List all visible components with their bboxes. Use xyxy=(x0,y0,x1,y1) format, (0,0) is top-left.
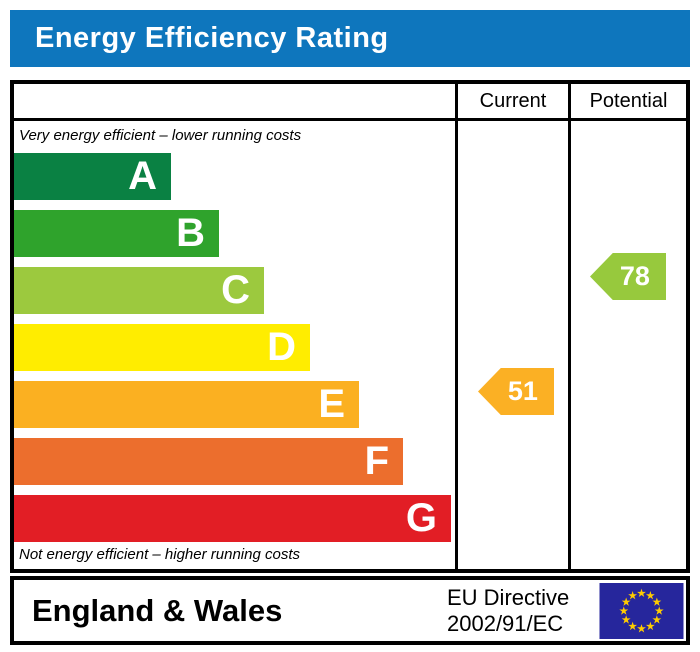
top-note: Very energy efficient – lower running co… xyxy=(19,127,302,144)
footer: England & Wales EU Directive 2002/91/EC xyxy=(10,576,690,645)
band-d-bar: D xyxy=(14,324,310,371)
current-rating-arrow: 51 xyxy=(478,368,554,415)
band-e-bar: E xyxy=(14,381,359,428)
potential-rating-value: 78 xyxy=(619,261,650,291)
band-a-label: A xyxy=(128,154,157,198)
band-e-label: E xyxy=(318,382,345,426)
bottom-note: Not energy efficient – higher running co… xyxy=(19,546,300,563)
band-b-label: B xyxy=(176,211,205,255)
eu-directive-line2: 2002/91/EC xyxy=(447,611,564,636)
header-row-divider xyxy=(14,118,686,121)
band-b-bar: B xyxy=(14,210,219,257)
eu-directive-line1: EU Directive xyxy=(447,585,570,610)
band-g-bar: G xyxy=(14,495,451,542)
potential-rating-arrow: 78 xyxy=(590,253,666,300)
band-d-label: D xyxy=(267,325,296,369)
band-g-label: G xyxy=(405,496,437,540)
band-f-label: F xyxy=(364,439,389,483)
eu-flag-icon xyxy=(599,583,684,639)
page-title: Energy Efficiency Rating xyxy=(35,22,389,54)
band-c-label: C xyxy=(221,268,250,312)
rating-table: Current Potential Very energy efficient … xyxy=(10,80,690,573)
eu-directive-label: EU Directive 2002/91/EC xyxy=(447,585,569,637)
current-rating-value: 51 xyxy=(507,376,538,406)
title-bar: Energy Efficiency Rating xyxy=(10,10,690,67)
band-c-bar: C xyxy=(14,267,264,314)
band-a-bar: A xyxy=(14,153,171,200)
band-f-bar: F xyxy=(14,438,403,485)
region-label: England & Wales xyxy=(32,593,283,628)
current-column-divider xyxy=(455,84,458,569)
potential-column-divider xyxy=(568,84,571,569)
current-column-header: Current xyxy=(479,90,547,112)
potential-column-header: Potential xyxy=(589,90,668,112)
eu-flag-stars xyxy=(619,588,664,633)
